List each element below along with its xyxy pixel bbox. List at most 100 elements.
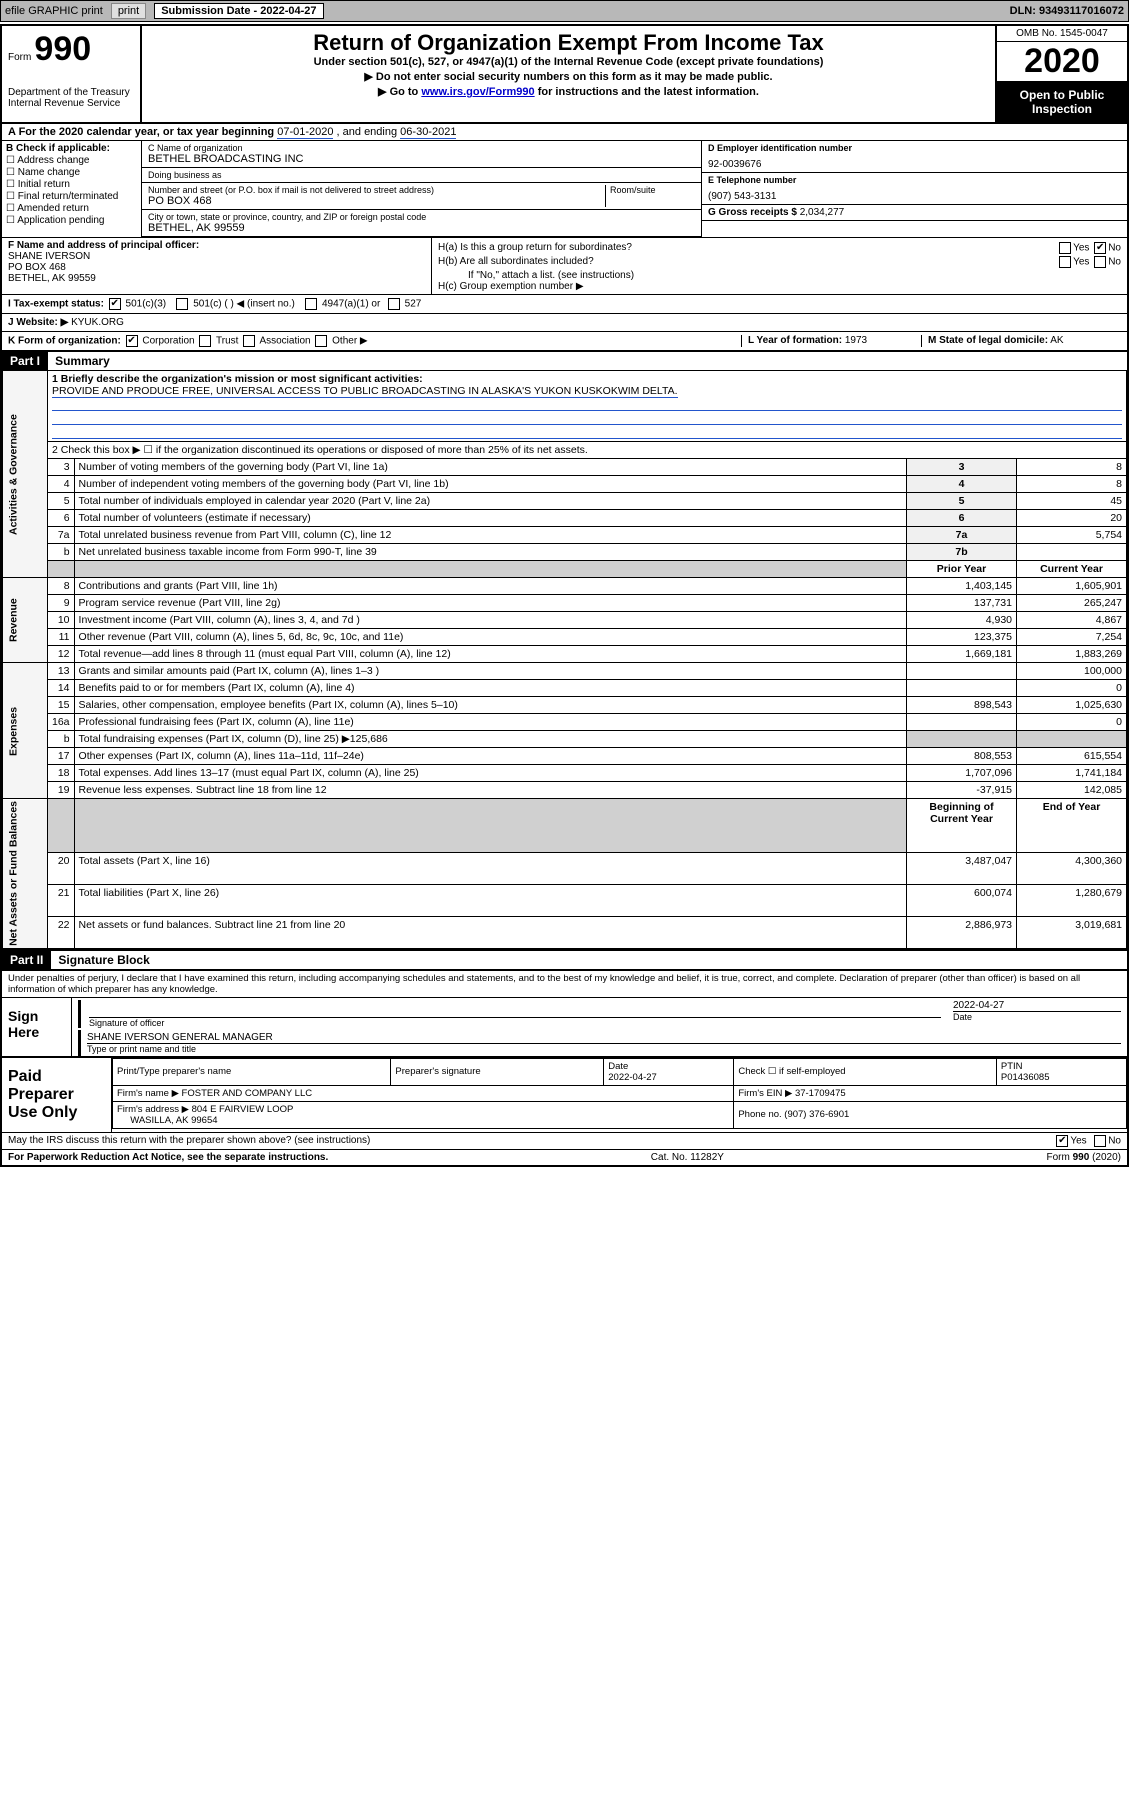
period-row: A For the 2020 calendar year, or tax yea… <box>2 124 1127 141</box>
firm-ein-label: Firm's EIN ▶ <box>738 1088 792 1099</box>
ha-label: H(a) Is this a group return for subordin… <box>438 242 632 254</box>
prior-year-hdr: Prior Year <box>907 561 1017 578</box>
ha-yes-check[interactable] <box>1059 242 1071 254</box>
check-self-employed[interactable]: Check ☐ if self-employed <box>734 1058 997 1085</box>
hb-yes-check[interactable] <box>1059 256 1071 268</box>
check-association[interactable] <box>243 335 255 347</box>
phone-field: E Telephone number (907) 543-3131 <box>702 173 1127 205</box>
section-d-e-g: D Employer identification number 92-0039… <box>702 141 1127 237</box>
firm-addr2: WASILLA, AK 99654 <box>130 1115 217 1126</box>
hb-line: H(b) Are all subordinates included? Yes … <box>438 256 1121 268</box>
check-trust[interactable] <box>199 335 211 347</box>
submission-date: Submission Date - 2022-04-27 <box>154 3 323 19</box>
firm-phone-label: Phone no. <box>738 1109 781 1120</box>
line-i-tax-exempt: I Tax-exempt status: 501(c)(3) 501(c) ( … <box>2 294 1127 313</box>
check-initial-return[interactable]: ☐ Initial return <box>6 179 137 190</box>
hc-label: H(c) Group exemption number ▶ <box>438 281 1121 292</box>
discuss-label: May the IRS discuss this return with the… <box>8 1135 1054 1147</box>
begin-year-hdr: Beginning of Current Year <box>907 799 1017 853</box>
open-to-public: Open to Public Inspection <box>997 82 1127 122</box>
city-label: City or town, state or province, country… <box>148 212 695 222</box>
part1-title: Summary <box>55 354 110 368</box>
firm-name-label: Firm's name ▶ <box>117 1088 179 1099</box>
firm-ein-value: 37-1709475 <box>795 1088 846 1099</box>
irs-label: Internal Revenue Service <box>8 98 134 109</box>
prep-date-label: Date <box>608 1061 628 1072</box>
street-value: PO BOX 468 <box>148 195 212 207</box>
org-name-value: BETHEL BROADCASTING INC <box>148 153 303 165</box>
efile-graphic-label: efile GRAPHIC print <box>5 5 103 17</box>
prep-name-label: Print/Type preparer's name <box>113 1058 391 1085</box>
arrow-line-1: ▶ Do not enter social security numbers o… <box>150 70 987 83</box>
line-i-label: I Tax-exempt status: <box>8 299 104 310</box>
end-year-hdr: End of Year <box>1017 799 1127 853</box>
state-domicile-label: M State of legal domicile: <box>928 335 1048 346</box>
firm-name-value: FOSTER AND COMPANY LLC <box>182 1088 313 1099</box>
part1-badge: Part I <box>2 352 48 370</box>
prep-sig-label: Preparer's signature <box>391 1058 604 1085</box>
year-formation-label: L Year of formation: <box>748 335 842 346</box>
signature-block: Under penalties of perjury, I declare th… <box>2 969 1127 1149</box>
cat-no: Cat. No. 11282Y <box>651 1152 724 1163</box>
arrow-line-2: ▶ Go to www.irs.gov/Form990 for instruct… <box>150 85 987 98</box>
ag-row-4: 4Number of independent voting members of… <box>3 476 1127 493</box>
sig-officer-label: Signature of officer <box>89 1018 941 1028</box>
check-other[interactable] <box>315 335 327 347</box>
pra-notice: For Paperwork Reduction Act Notice, see … <box>8 1152 328 1163</box>
hb-label: H(b) Are all subordinates included? <box>438 256 594 268</box>
ag-row-6: 6Total number of volunteers (estimate if… <box>3 510 1127 527</box>
dba-label: Doing business as <box>148 170 695 180</box>
ag-row-7a: 7aTotal unrelated business revenue from … <box>3 527 1127 544</box>
paid-preparer-row: Paid Preparer Use Only Print/Type prepar… <box>2 1056 1127 1132</box>
vlabel-na: Net Assets or Fund Balances <box>3 799 48 949</box>
print-button[interactable]: print <box>111 3 146 19</box>
line1-label: 1 Briefly describe the organization's mi… <box>52 373 423 385</box>
section-c: C Name of organization BETHEL BROADCASTI… <box>142 141 702 237</box>
org-name-field: C Name of organization BETHEL BROADCASTI… <box>142 141 701 168</box>
section-b: B Check if applicable: ☐ Address change … <box>2 141 142 237</box>
paid-preparer-label: Paid Preparer Use Only <box>2 1058 112 1132</box>
part2-title: Signature Block <box>58 953 149 967</box>
line2-cell: 2 Check this box ▶ ☐ if the organization… <box>48 442 1127 459</box>
check-corporation[interactable] <box>126 335 138 347</box>
check-4947[interactable] <box>305 298 317 310</box>
firm-addr-label: Firm's address ▶ <box>117 1104 189 1115</box>
ag-row-5: 5Total number of individuals employed in… <box>3 493 1127 510</box>
discuss-no-check[interactable] <box>1094 1135 1106 1147</box>
form-ref: Form 990 (2020) <box>1047 1152 1122 1163</box>
arrow2-pre: ▶ Go to <box>378 86 421 98</box>
period-label: A For the 2020 calendar year, or tax yea… <box>8 126 277 138</box>
officer-name: SHANE IVERSON <box>8 251 90 262</box>
discuss-yes-check[interactable] <box>1056 1135 1068 1147</box>
check-final-return[interactable]: ☐ Final return/terminated <box>6 191 137 202</box>
check-application-pending[interactable]: ☐ Application pending <box>6 215 137 226</box>
part1-header-row: Part I Summary <box>2 350 1127 370</box>
check-name-change[interactable]: ☐ Name change <box>6 167 137 178</box>
period-begin: 07-01-2020 <box>277 126 333 139</box>
vlabel-rev: Revenue <box>3 578 48 663</box>
discuss-row: May the IRS discuss this return with the… <box>2 1132 1127 1149</box>
check-501c3[interactable] <box>109 298 121 310</box>
line-k-form-org: K Form of organization: Corporation Trus… <box>2 331 1127 350</box>
check-address-change[interactable]: ☐ Address change <box>6 155 137 166</box>
dba-field: Doing business as <box>142 168 701 183</box>
website-value: KYUK.ORG <box>71 317 124 328</box>
part2-badge: Part II <box>2 951 51 969</box>
form990-link[interactable]: www.irs.gov/Form990 <box>421 86 534 98</box>
hb-note: If "No," attach a list. (see instruction… <box>438 270 1121 281</box>
ha-no-check[interactable] <box>1094 242 1106 254</box>
section-b-c-d-row: B Check if applicable: ☐ Address change … <box>2 141 1127 237</box>
check-501c[interactable] <box>176 298 188 310</box>
mission-text: PROVIDE AND PRODUCE FREE, UNIVERSAL ACCE… <box>52 385 678 398</box>
ptin-label: PTIN <box>1001 1061 1023 1072</box>
hb-no-check[interactable] <box>1094 256 1106 268</box>
gross-receipts-field: G Gross receipts $ 2,034,277 <box>702 205 1127 221</box>
dept-treasury: Department of the Treasury <box>8 87 134 98</box>
current-year-hdr: Current Year <box>1017 561 1127 578</box>
room-label: Room/suite <box>610 185 695 195</box>
city-value: BETHEL, AK 99559 <box>148 222 245 234</box>
year-formation-value: 1973 <box>845 335 867 346</box>
check-amended[interactable]: ☐ Amended return <box>6 203 137 214</box>
check-527[interactable] <box>388 298 400 310</box>
gross-receipts-label: G Gross receipts $ <box>708 207 797 218</box>
